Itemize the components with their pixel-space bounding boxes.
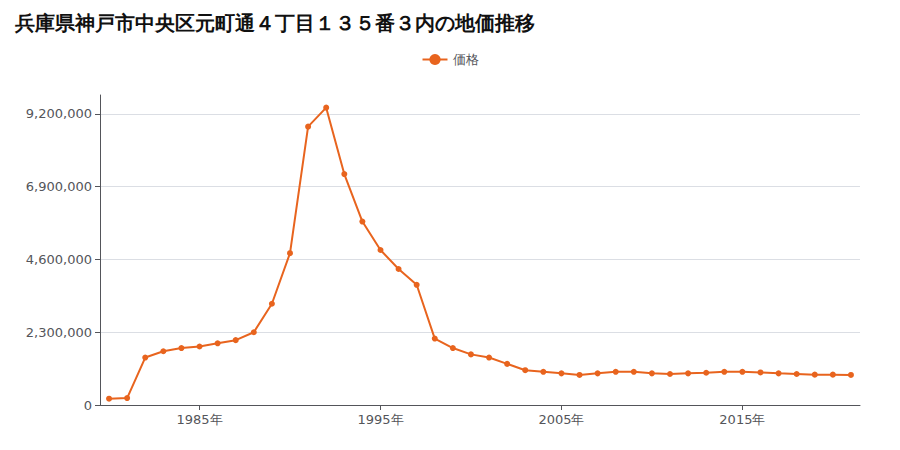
svg-text:1985年: 1985年 <box>176 412 222 427</box>
svg-text:6,900,000: 6,900,000 <box>26 179 92 194</box>
svg-text:4,600,000: 4,600,000 <box>26 252 92 267</box>
svg-text:兵庫県神戸市中央区元町通４丁目１３５番３内の地価推移: 兵庫県神戸市中央区元町通４丁目１３５番３内の地価推移 <box>14 11 535 35</box>
svg-text:価格: 価格 <box>453 52 479 67</box>
svg-text:2005年: 2005年 <box>538 412 584 427</box>
svg-text:1995年: 1995年 <box>357 412 403 427</box>
svg-text:2015年: 2015年 <box>719 412 765 427</box>
svg-text:2,300,000: 2,300,000 <box>26 325 92 340</box>
svg-text:0: 0 <box>84 398 92 413</box>
svg-text:9,200,000: 9,200,000 <box>26 106 92 121</box>
